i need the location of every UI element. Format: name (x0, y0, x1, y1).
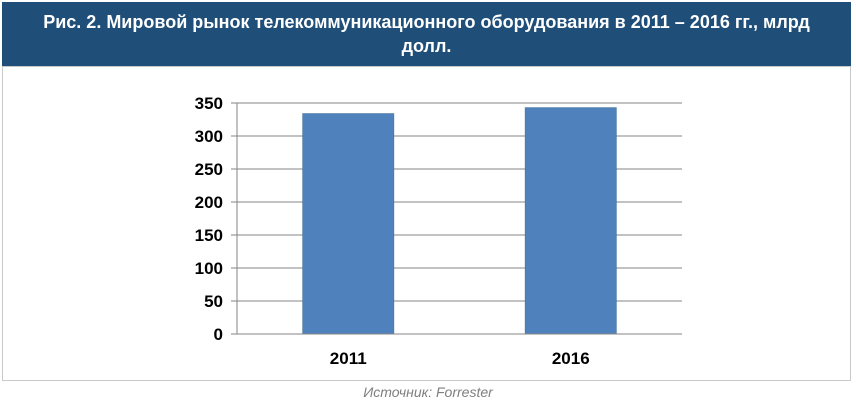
bar (302, 113, 395, 335)
x-tick-label: 2016 (552, 349, 590, 368)
chart-frame: 0 50 100 150 200 250 300 350 2011 2016 (2, 66, 851, 381)
y-tick-label: 100 (195, 259, 223, 278)
y-tick-label: 200 (195, 193, 223, 212)
x-tick-label: 2011 (330, 349, 367, 368)
source-caption: Источник: Forrester (363, 384, 493, 400)
figure-title: Рис. 2. Мировой рынок телекоммуникационн… (2, 2, 851, 66)
y-tick-label: 250 (195, 160, 223, 179)
y-tick-label: 50 (204, 292, 223, 311)
y-tick-label: 300 (195, 127, 223, 146)
y-tick-label: 150 (195, 226, 223, 245)
y-tick-label: 350 (195, 94, 223, 113)
bar (524, 107, 617, 335)
figure-title-text: Рис. 2. Мировой рынок телекоммуникационн… (43, 12, 810, 56)
y-tick-label: 0 (214, 325, 223, 344)
bar-chart: 0 50 100 150 200 250 300 350 2011 2016 (195, 94, 682, 368)
